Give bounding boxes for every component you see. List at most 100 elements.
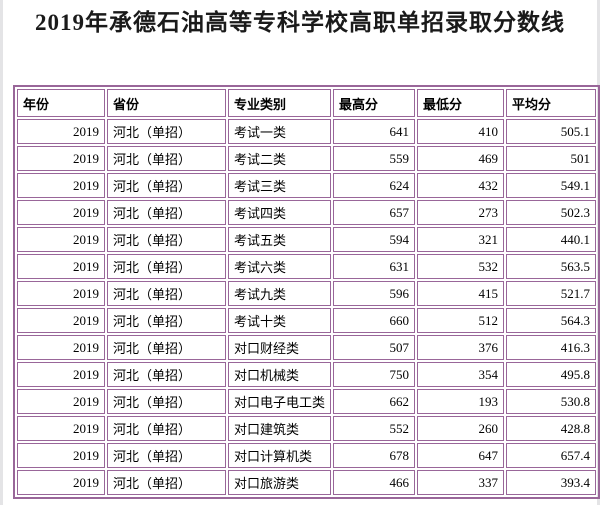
cell-min-score: 469 — [416, 146, 504, 171]
cell-year: 2019 — [17, 308, 105, 333]
cell-category: 考试四类 — [227, 200, 331, 225]
cell-province: 河北（单招） — [106, 227, 226, 252]
admission-scores-table: 年份 省份 专业类别 最高分 最低分 平均分 2019 河北（单招） 考试一类 641… — [13, 85, 600, 499]
cell-max-score: 552 — [332, 416, 415, 441]
cell-avg-score: 530.8 — [505, 389, 596, 414]
table-row: 2019 河北（单招） 对口旅游类 466 337 393.4 — [17, 470, 596, 495]
cell-year: 2019 — [17, 470, 105, 495]
cell-min-score: 415 — [416, 281, 504, 306]
cell-category: 对口机械类 — [227, 362, 331, 387]
cell-max-score: 678 — [332, 443, 415, 468]
cell-province: 河北（单招） — [106, 470, 226, 495]
table-header-row: 年份 省份 专业类别 最高分 最低分 平均分 — [17, 89, 596, 117]
cell-year: 2019 — [17, 146, 105, 171]
cell-category: 考试六类 — [227, 254, 331, 279]
cell-year: 2019 — [17, 173, 105, 198]
cell-min-score: 337 — [416, 470, 504, 495]
cell-max-score: 660 — [332, 308, 415, 333]
cell-category: 考试五类 — [227, 227, 331, 252]
table-row: 2019 河北（单招） 考试三类 624 432 549.1 — [17, 173, 596, 198]
table-row: 2019 河北（单招） 对口财经类 507 376 416.3 — [17, 335, 596, 360]
cell-category: 考试三类 — [227, 173, 331, 198]
header-avg-score: 平均分 — [505, 89, 596, 117]
cell-province: 河北（单招） — [106, 119, 226, 144]
cell-min-score: 432 — [416, 173, 504, 198]
cell-province: 河北（单招） — [106, 308, 226, 333]
table-row: 2019 河北（单招） 考试九类 596 415 521.7 — [17, 281, 596, 306]
cell-max-score: 507 — [332, 335, 415, 360]
cell-avg-score: 564.3 — [505, 308, 596, 333]
cell-max-score: 631 — [332, 254, 415, 279]
header-min-score: 最低分 — [416, 89, 504, 117]
table-row: 2019 河北（单招） 考试一类 641 410 505.1 — [17, 119, 596, 144]
cell-min-score: 273 — [416, 200, 504, 225]
cell-year: 2019 — [17, 416, 105, 441]
cell-avg-score: 416.3 — [505, 335, 596, 360]
header-category: 专业类别 — [227, 89, 331, 117]
table-row: 2019 河北（单招） 对口建筑类 552 260 428.8 — [17, 416, 596, 441]
cell-max-score: 466 — [332, 470, 415, 495]
cell-min-score: 260 — [416, 416, 504, 441]
cell-year: 2019 — [17, 389, 105, 414]
cell-max-score: 657 — [332, 200, 415, 225]
cell-year: 2019 — [17, 281, 105, 306]
table-row: 2019 河北（单招） 对口电子电工类 662 193 530.8 — [17, 389, 596, 414]
header-province: 省份 — [106, 89, 226, 117]
cell-max-score: 559 — [332, 146, 415, 171]
page-title: 2019年承德石油高等专科学校高职单招录取分数线 — [35, 10, 565, 35]
cell-max-score: 662 — [332, 389, 415, 414]
cell-min-score: 647 — [416, 443, 504, 468]
cell-category: 考试九类 — [227, 281, 331, 306]
cell-year: 2019 — [17, 119, 105, 144]
cell-avg-score: 521.7 — [505, 281, 596, 306]
cell-category: 对口建筑类 — [227, 416, 331, 441]
table-row: 2019 河北（单招） 对口机械类 750 354 495.8 — [17, 362, 596, 387]
table-row: 2019 河北（单招） 考试十类 660 512 564.3 — [17, 308, 596, 333]
cell-category: 对口计算机类 — [227, 443, 331, 468]
cell-category: 考试二类 — [227, 146, 331, 171]
cell-max-score: 641 — [332, 119, 415, 144]
cell-avg-score: 505.1 — [505, 119, 596, 144]
cell-year: 2019 — [17, 254, 105, 279]
cell-year: 2019 — [17, 443, 105, 468]
header-max-score: 最高分 — [332, 89, 415, 117]
table-body: 2019 河北（单招） 考试一类 641 410 505.1 2019 河北（单招） 考试二类 5… — [17, 119, 596, 495]
cell-province: 河北（单招） — [106, 416, 226, 441]
cell-year: 2019 — [17, 335, 105, 360]
cell-avg-score: 440.1 — [505, 227, 596, 252]
cell-province: 河北（单招） — [106, 146, 226, 171]
cell-province: 河北（单招） — [106, 335, 226, 360]
cell-year: 2019 — [17, 200, 105, 225]
cell-min-score: 193 — [416, 389, 504, 414]
page-edge-left — [0, 0, 3, 505]
cell-avg-score: 502.3 — [505, 200, 596, 225]
cell-province: 河北（单招） — [106, 173, 226, 198]
cell-category: 考试一类 — [227, 119, 331, 144]
cell-min-score: 376 — [416, 335, 504, 360]
cell-avg-score: 428.8 — [505, 416, 596, 441]
cell-min-score: 512 — [416, 308, 504, 333]
cell-min-score: 354 — [416, 362, 504, 387]
cell-province: 河北（单招） — [106, 200, 226, 225]
cell-avg-score: 393.4 — [505, 470, 596, 495]
cell-province: 河北（单招） — [106, 254, 226, 279]
cell-avg-score: 563.5 — [505, 254, 596, 279]
cell-province: 河北（单招） — [106, 389, 226, 414]
cell-max-score: 750 — [332, 362, 415, 387]
table-row: 2019 河北（单招） 考试五类 594 321 440.1 — [17, 227, 596, 252]
cell-max-score: 596 — [332, 281, 415, 306]
cell-avg-score: 549.1 — [505, 173, 596, 198]
cell-year: 2019 — [17, 227, 105, 252]
header-year: 年份 — [17, 89, 105, 117]
cell-category: 对口财经类 — [227, 335, 331, 360]
cell-category: 对口电子电工类 — [227, 389, 331, 414]
table-row: 2019 河北（单招） 对口计算机类 678 647 657.4 — [17, 443, 596, 468]
cell-avg-score: 501 — [505, 146, 596, 171]
cell-category: 对口旅游类 — [227, 470, 331, 495]
table-row: 2019 河北（单招） 考试六类 631 532 563.5 — [17, 254, 596, 279]
cell-min-score: 532 — [416, 254, 504, 279]
cell-year: 2019 — [17, 362, 105, 387]
cell-province: 河北（单招） — [106, 443, 226, 468]
cell-category: 考试十类 — [227, 308, 331, 333]
cell-avg-score: 657.4 — [505, 443, 596, 468]
